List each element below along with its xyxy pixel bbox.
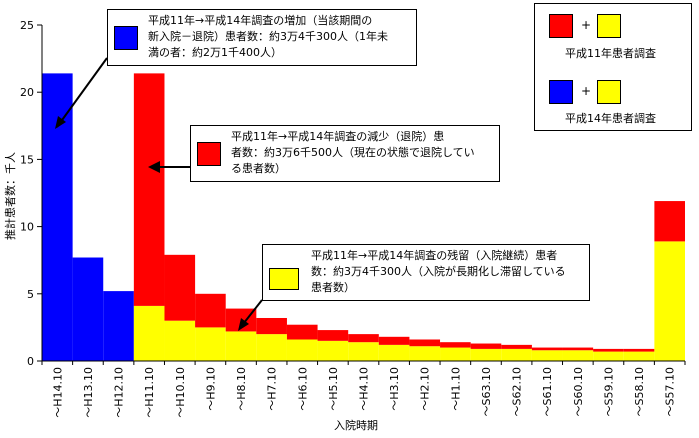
bar-segment <box>470 343 502 349</box>
legend-swatch-yellow-2 <box>597 80 621 104</box>
x-tick-label: ～S61.10 <box>541 367 554 416</box>
x-tick-label: ～H14.10 <box>51 367 64 418</box>
bar-segment <box>195 327 226 361</box>
annotation-decrease-line3: る患者数） <box>231 162 286 175</box>
annotation-remain: 平成11年→平成14年調査の残留（入院継続）患者 数：約3万4千300人（入院が… <box>262 244 590 301</box>
y-tick-label: 25 <box>20 19 34 32</box>
bar-segment <box>501 344 532 349</box>
x-tick-label: ～H5.10 <box>327 367 340 411</box>
bar-segment <box>72 257 104 361</box>
bar-segment <box>225 331 257 361</box>
annotation-increase-line3: 満の者：約2万1千400人） <box>148 46 282 59</box>
x-tick-label: ～H3.10 <box>388 367 401 411</box>
annotation-increase-line1: 平成11年→平成14年調査の増加（当該期間の <box>148 14 373 27</box>
x-tick-label: ～H13.10 <box>82 367 95 418</box>
y-tick-label: 10 <box>20 221 34 234</box>
x-axis-title: 入院時期 <box>334 418 378 432</box>
bar-segment <box>531 347 563 351</box>
bar-segment <box>103 291 134 361</box>
annotation-remain-line1: 平成11年→平成14年調査の残留（入院継続）患者 <box>311 249 558 262</box>
bar-segment <box>133 305 165 361</box>
bar-segment <box>562 350 594 361</box>
bar-segment <box>133 73 165 306</box>
arrow-remain-head <box>238 318 249 331</box>
bar-segment <box>195 293 226 328</box>
legend-swatch-blue <box>549 80 573 104</box>
bar-segment <box>440 347 471 361</box>
legend: + 平成11年患者調査 + 平成14年患者調査 <box>534 3 692 131</box>
bar-segment <box>378 336 410 345</box>
legend-label-h11: 平成11年患者調査 <box>565 47 656 60</box>
annotation-remain-line3: 患者数） <box>311 281 355 294</box>
y-axis: 0 5 10 15 20 25 <box>20 19 43 368</box>
arrow-increase-head <box>55 116 66 129</box>
y-tick-label: 0 <box>27 355 34 368</box>
x-tick-label: ～H1.10 <box>449 367 462 411</box>
x-tick-label: ～S57.10 <box>664 367 677 416</box>
x-tick-label: ～H9.10 <box>204 367 217 411</box>
annotation-remain-line2: 数：約3万4千300人（入院が長期化し滞留している <box>311 265 566 278</box>
x-tick-label: ～S59.10 <box>602 367 615 416</box>
x-axis: ～H14.10 ～H13.10 ～H12.10 ～H11.10 ～H10.10 ～H9.1… <box>41 360 686 418</box>
bar-segment <box>654 201 685 242</box>
y-tick-label: 5 <box>27 288 34 301</box>
annotation-decrease-line1: 平成11年→平成14年調査の減少（退院）患 <box>231 130 445 143</box>
bar-segment <box>256 317 287 335</box>
bar-segment <box>164 320 196 361</box>
bar-segment <box>409 339 441 347</box>
bar-segment <box>164 254 196 321</box>
legend-label-h14: 平成14年患者調査 <box>565 112 656 125</box>
legend-swatch-red <box>549 14 573 38</box>
bar-segment <box>317 330 349 341</box>
swatch-blue <box>114 25 138 50</box>
x-tick-label: ～S60.10 <box>572 367 585 416</box>
x-tick-label: ～H7.10 <box>266 367 279 411</box>
x-tick-label: ～H10.10 <box>174 367 187 418</box>
y-tick-label: 20 <box>20 86 34 99</box>
x-tick-label: ～H11.10 <box>143 367 156 418</box>
bar-segment <box>378 344 410 361</box>
bar-segment <box>42 73 73 361</box>
legend-swatch-yellow-1 <box>597 14 621 38</box>
bar-segment <box>562 347 594 351</box>
annotation-decrease-line2: 者数：約3万6千500人（現在の状態で退院してい <box>231 146 475 159</box>
annotation-increase-line2: 新入院－退院）患者数：約3万4千300人（1年未 <box>148 30 388 43</box>
bar-segment <box>470 348 502 361</box>
bar-segment <box>286 324 318 340</box>
bar-segment <box>531 350 563 361</box>
bar-segment <box>593 351 624 361</box>
annotation-decrease: 平成11年→平成14年調査の減少（退院）患 者数：約3万6千500人（現在の状態… <box>190 125 500 182</box>
bar-segment <box>286 339 318 361</box>
bar-segment <box>348 334 379 343</box>
x-tick-label: ～S63.10 <box>480 367 493 416</box>
y-tick-label: 15 <box>20 153 34 166</box>
swatch-red <box>197 141 221 166</box>
bar-segment <box>501 348 532 361</box>
bar-segment <box>623 348 655 352</box>
annotation-increase: 平成11年→平成14年調査の増加（当該期間の 新入院－退院）患者数：約3万4千3… <box>107 9 417 66</box>
arrow-increase <box>56 57 108 128</box>
x-tick-label: ～H4.10 <box>358 367 371 411</box>
arrow-decrease-head <box>148 161 160 173</box>
x-tick-label: ～S62.10 <box>511 367 524 416</box>
y-axis-title: 推計患者数：千人 <box>3 152 17 240</box>
swatch-yellow <box>269 268 299 291</box>
legend-plus-1: + <box>581 18 592 32</box>
x-tick-label: ～H2.10 <box>419 367 432 411</box>
bars-layer <box>42 73 685 361</box>
bar-segment <box>348 342 379 361</box>
bar-segment <box>623 351 655 361</box>
legend-plus-2: + <box>581 84 592 98</box>
x-tick-label: ～H8.10 <box>235 367 248 411</box>
bar-segment <box>440 342 471 348</box>
bar-segment <box>409 346 441 361</box>
bar-segment <box>654 241 685 361</box>
x-tick-label: ～S58.10 <box>633 367 646 416</box>
bar-segment <box>256 334 287 361</box>
bar-segment <box>593 348 624 352</box>
x-tick-label: ～H6.10 <box>296 367 309 411</box>
x-tick-label: ～H12.10 <box>113 367 126 418</box>
bar-segment <box>317 340 349 361</box>
